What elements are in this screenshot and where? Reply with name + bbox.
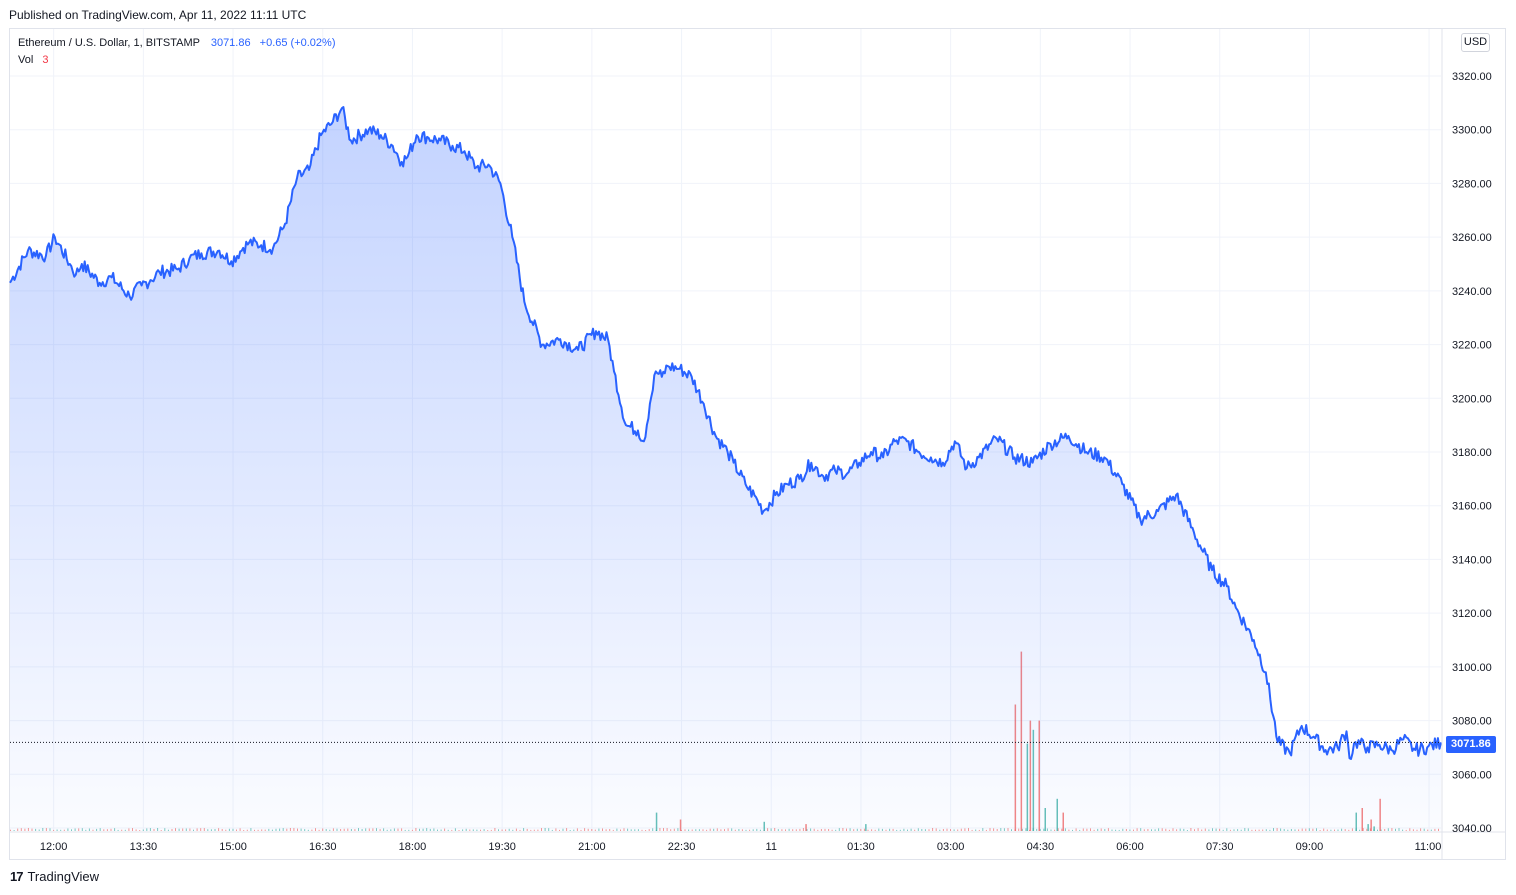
y-tick-label: 3240.00 bbox=[1452, 286, 1492, 298]
x-tick-label: 18:00 bbox=[399, 841, 427, 853]
y-tick-label: 3140.00 bbox=[1452, 554, 1492, 566]
volume-label[interactable]: Vol bbox=[18, 54, 34, 66]
y-tick-label: 3100.00 bbox=[1452, 662, 1492, 674]
y-tick-label: 3200.00 bbox=[1452, 393, 1492, 405]
y-tick-label: 3080.00 bbox=[1452, 716, 1492, 728]
price-line bbox=[9, 106, 1442, 760]
x-tick-label: 11 bbox=[766, 841, 777, 853]
y-tick-label: 3260.00 bbox=[1452, 232, 1492, 244]
y-tick-label: 3220.00 bbox=[1452, 340, 1492, 352]
y-tick-label: 3320.00 bbox=[1452, 71, 1492, 83]
x-tick-label: 01:30 bbox=[847, 841, 875, 853]
y-tick-label: 3040.00 bbox=[1452, 823, 1492, 835]
footer-brand-name: TradingView bbox=[27, 869, 100, 884]
x-tick-label: 04:30 bbox=[1027, 841, 1055, 853]
price-axis[interactable]: 3320.00 3300.00 3280.00 3260.00 3240.00 3220.… bbox=[1452, 71, 1492, 835]
legend-change: +0.65 (+0.02%) bbox=[259, 37, 336, 49]
legend-last-price: 3071.86 bbox=[210, 37, 251, 49]
x-tick-label: 12:00 bbox=[40, 841, 68, 853]
volume-value: 3 bbox=[42, 54, 49, 66]
y-tick-label: 3180.00 bbox=[1452, 447, 1492, 459]
x-tick-label: 22:30 bbox=[668, 841, 696, 853]
x-tick-label: 13:30 bbox=[130, 841, 158, 853]
price-area bbox=[10, 107, 1441, 831]
y-tick-label: 3280.00 bbox=[1452, 178, 1492, 190]
x-tick-label: 19:30 bbox=[488, 841, 516, 853]
x-tick-label: 16:30 bbox=[309, 841, 337, 853]
footer-branding[interactable]: 17 TradingView bbox=[10, 869, 99, 884]
chart-legend: Ethereum / U.S. Dollar, 1, BITSTAMP 3071… bbox=[18, 35, 336, 69]
currency-button[interactable]: USD bbox=[1461, 33, 1490, 52]
x-tick-label: 07:30 bbox=[1206, 841, 1234, 853]
tradingview-logo-icon: 17 bbox=[10, 869, 24, 884]
last-price-tag: 3071.86 bbox=[1446, 736, 1496, 753]
published-caption: Published on TradingView.com, Apr 11, 20… bbox=[9, 8, 307, 22]
y-tick-label: 3160.00 bbox=[1452, 501, 1492, 513]
x-tick-label: 15:00 bbox=[219, 841, 247, 853]
x-tick-label: 09:00 bbox=[1296, 841, 1324, 853]
x-tick-label: 11:00 bbox=[1415, 841, 1442, 853]
y-tick-label: 3060.00 bbox=[1452, 769, 1492, 781]
chart-frame[interactable] bbox=[9, 28, 1506, 860]
y-tick-label: 3120.00 bbox=[1452, 608, 1492, 620]
x-tick-label: 06:00 bbox=[1116, 841, 1144, 853]
y-tick-label: 3300.00 bbox=[1452, 125, 1492, 137]
symbol-label[interactable]: Ethereum / U.S. Dollar, 1, BITSTAMP bbox=[18, 37, 200, 49]
x-tick-label: 21:00 bbox=[578, 841, 606, 853]
x-tick-label: 03:00 bbox=[937, 841, 965, 853]
time-axis[interactable]: 12:00 13:30 15:00 16:30 18:00 19:30 21:00 22:30… bbox=[40, 841, 1441, 853]
